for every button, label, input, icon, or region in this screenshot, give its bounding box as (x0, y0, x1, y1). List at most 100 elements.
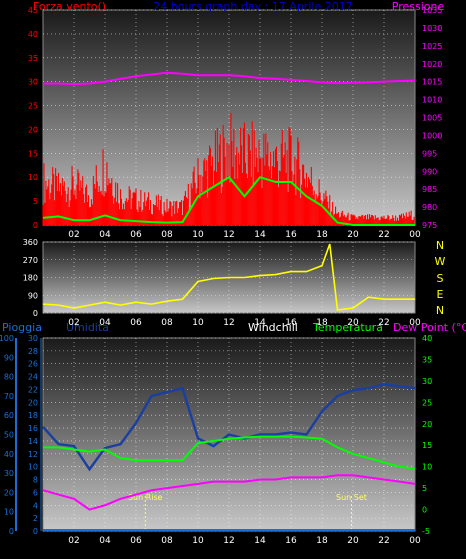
x-tick-label: 08 (161, 230, 173, 240)
x-tick-label: 16 (285, 230, 297, 240)
y-tick-label-right: 10 (422, 463, 432, 472)
y-tick-label-right: 15 (422, 441, 432, 450)
y-tick-label-pioggia: 30 (28, 334, 38, 343)
x-tick-label: 06 (130, 230, 142, 240)
series-pressione-line (43, 71, 416, 86)
y-tick-label-right: 1025 (422, 42, 442, 51)
y-tick-label-pioggia: 22 (28, 385, 38, 394)
series-vento-medio-line (42, 175, 415, 226)
y-tick-label-umidita: 20 (4, 488, 14, 497)
x-tick-label: 20 (347, 230, 359, 240)
panel3-title-umidita: Umidita (66, 321, 109, 334)
y-tick-label-pioggia: 24 (28, 373, 38, 382)
x-tick-label: 22 (378, 536, 389, 546)
x-tick-label: 00 (409, 318, 421, 328)
x-tick-label: 06 (130, 318, 142, 328)
x-tick-label: 18 (316, 536, 328, 546)
y-tick-label-umidita: 70 (4, 392, 14, 401)
y-tick-label: 360 (23, 238, 38, 247)
y-tick-label-left: 40 (28, 30, 38, 39)
y-tick-label-right: 1030 (422, 24, 442, 33)
x-tick-label: 12 (223, 536, 234, 546)
panel3-title-pioggia: Pioggia (2, 321, 42, 334)
series-umidita-line (42, 383, 416, 472)
x-tick-label: 04 (99, 230, 111, 240)
y-tick-label-pioggia: 16 (28, 424, 38, 433)
x-tick-label: 14 (254, 318, 266, 328)
y-tick-label-pioggia: 12 (28, 450, 38, 459)
x-tick-label: 22 (378, 230, 389, 240)
x-tick-label: 10 (192, 318, 204, 328)
x-tick-label: 12 (223, 230, 234, 240)
x-tick-label: 08 (161, 536, 173, 546)
x-tick-label: 20 (347, 318, 359, 328)
y-tick-label-left: 25 (28, 102, 38, 111)
y-tick-label-pioggia: 0 (33, 527, 38, 536)
y-tick-label-left: 30 (28, 78, 38, 87)
y-tick-label-right: 1020 (422, 60, 442, 69)
direction-label-s: S (437, 272, 444, 285)
y-tick-label-right: 975 (422, 221, 437, 230)
panel3-title-dewpoint: Dew Point (°C) (393, 321, 466, 334)
direction-label-e: E (437, 288, 444, 301)
y-tick-label-right: 990 (422, 167, 437, 176)
x-tick-label: 00 (409, 230, 421, 240)
x-tick-label: 02 (68, 230, 79, 240)
y-tick-label-right: 25 (422, 398, 432, 407)
y-tick-label-right: 1035 (422, 6, 442, 15)
y-tick-label-right: 30 (422, 377, 432, 386)
x-tick-label: 16 (285, 318, 297, 328)
y-tick-label-pioggia: 28 (28, 347, 38, 356)
sun-marker-label: Sun Set (336, 493, 367, 502)
y-tick-label-right: 5 (422, 484, 427, 493)
y-tick-label-right: -5 (422, 527, 430, 536)
y-tick-label-right: 1005 (422, 114, 442, 123)
x-tick-label: 04 (99, 536, 111, 546)
x-tick-label: 04 (99, 318, 111, 328)
panel1-title-left: Forza vento() (33, 0, 106, 13)
x-tick-label: 16 (285, 536, 297, 546)
y-tick-label-left: 45 (28, 6, 38, 15)
x-tick-label: 22 (378, 318, 389, 328)
x-tick-label: 06 (130, 536, 142, 546)
direction-label-w: W (435, 255, 446, 268)
y-tick-label-umidita: 90 (4, 353, 14, 362)
y-tick-label-left: 20 (28, 125, 38, 134)
panel1-title-center: 24 hours graph day : 17 Aprile 2017 (153, 0, 352, 13)
series-direzione-line (42, 243, 415, 311)
y-tick-label-umidita: 40 (4, 450, 14, 459)
x-tick-label: 14 (254, 536, 266, 546)
x-tick-label: 02 (68, 318, 79, 328)
x-tick-label: 18 (316, 318, 328, 328)
y-tick-label-right: 1015 (422, 78, 442, 87)
x-tick-label: 14 (254, 230, 266, 240)
sun-marker-label: Sun Rise (128, 493, 163, 502)
y-tick-label-umidita: 50 (4, 431, 14, 440)
y-tick-label-right: 40 (422, 334, 432, 343)
y-tick-label-umidita: 30 (4, 469, 14, 478)
y-tick-label-pioggia: 2 (33, 514, 38, 523)
y-tick-label-right: 995 (422, 149, 437, 158)
y-tick-label-right: 980 (422, 203, 437, 212)
panel3-title-temperatura: Temperatura (312, 321, 383, 334)
y-tick-label-right: 1010 (422, 96, 442, 105)
x-tick-label: 10 (192, 536, 204, 546)
y-tick-label-pioggia: 10 (28, 463, 38, 472)
y-tick-label-pioggia: 26 (28, 360, 38, 369)
y-tick-label-pioggia: 20 (28, 398, 38, 407)
panel1-title-right: Pressione (392, 0, 445, 13)
direction-label-n-top: N (436, 239, 444, 252)
y-tick-label: 270 (23, 256, 38, 265)
y-tick-label: 0 (33, 309, 38, 318)
y-tick-label-left: 5 (33, 197, 38, 206)
x-tick-label: 20 (347, 536, 359, 546)
y-tick-label-umidita: 80 (4, 373, 14, 382)
y-tick-label-pioggia: 4 (33, 501, 38, 510)
y-tick-label-umidita: 0 (9, 527, 14, 536)
y-tick-label-right: 1000 (422, 131, 442, 140)
y-tick-label-left: 10 (28, 173, 38, 182)
y-tick-label: 180 (23, 274, 38, 283)
y-tick-label-right: 35 (422, 355, 432, 364)
y-tick-label-right: 0 (422, 506, 427, 515)
